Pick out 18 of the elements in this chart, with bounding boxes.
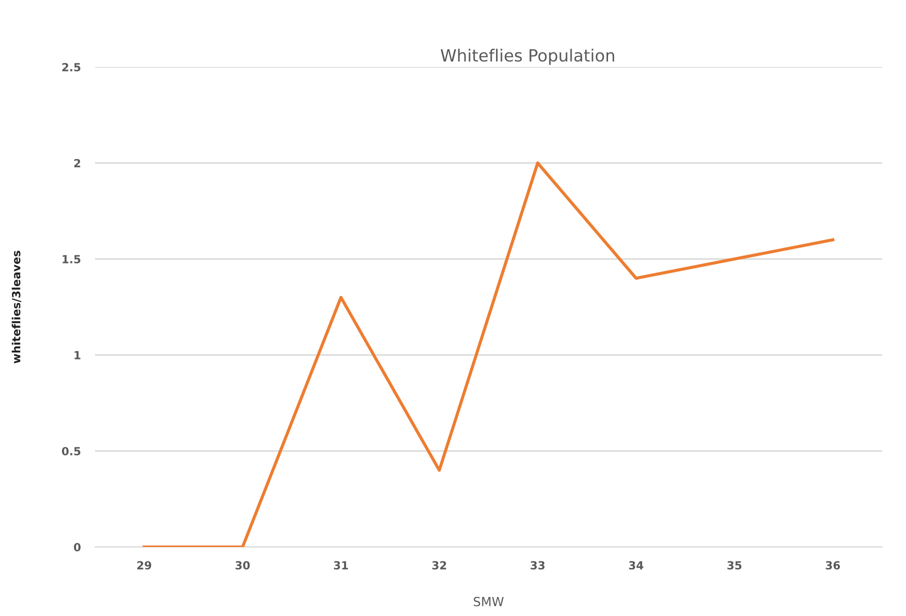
y-axis-title: whiteflies/3leaves bbox=[12, 250, 22, 364]
line-series bbox=[142, 161, 834, 547]
x-tick-label: 36 bbox=[826, 561, 840, 570]
x-tick-label: 30 bbox=[236, 561, 250, 570]
x-tick-label: 31 bbox=[334, 561, 348, 570]
x-axis-title: SMW bbox=[474, 596, 504, 606]
y-tick-label: 0 bbox=[74, 542, 81, 552]
y-tick-label: 2.5 bbox=[62, 62, 80, 72]
y-tick-label: 1.5 bbox=[62, 255, 80, 264]
x-tick-label: 35 bbox=[727, 561, 742, 570]
chart-title: Whiteflies Population bbox=[440, 48, 614, 65]
x-tick-label: 33 bbox=[530, 561, 545, 570]
y-tick-label: 1 bbox=[74, 351, 80, 360]
x-tick-label: 29 bbox=[137, 561, 152, 570]
x-tick-label: 34 bbox=[629, 561, 644, 570]
y-tick-label: 2 bbox=[74, 158, 80, 168]
y-tick-label: 0.5 bbox=[62, 446, 80, 456]
x-tick-label: 32 bbox=[432, 561, 446, 570]
